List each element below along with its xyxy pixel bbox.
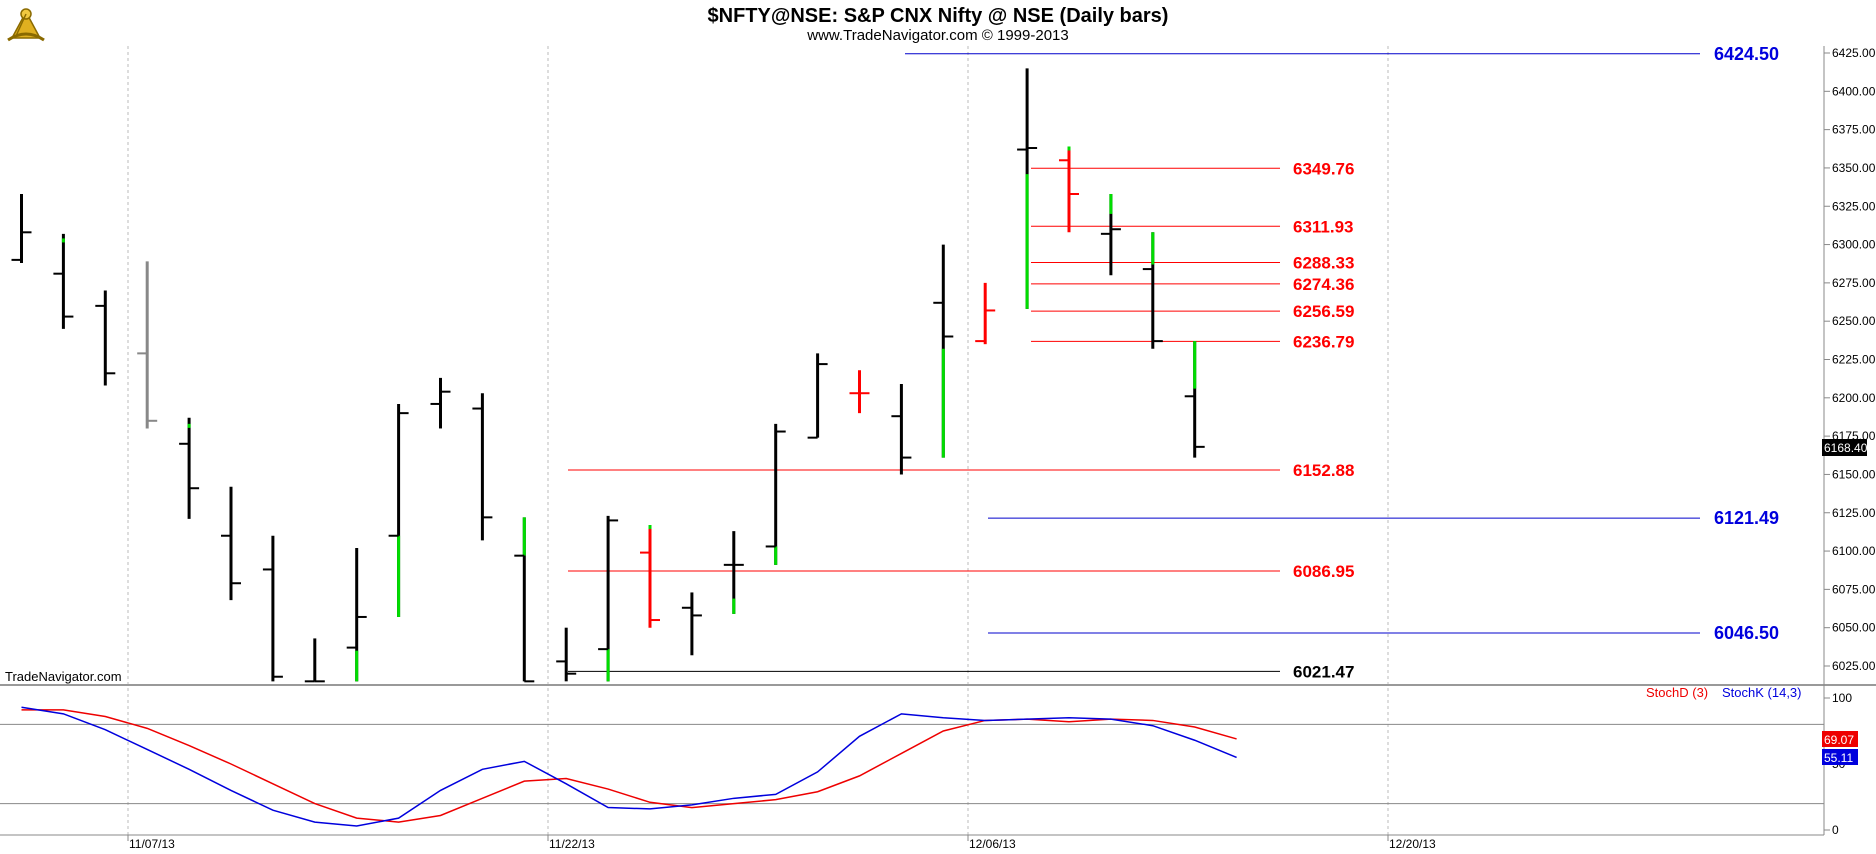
- ohlc-bar: [221, 486, 241, 601]
- level-label: 6349.76: [1293, 159, 1354, 178]
- y-tick-label: 6375.00: [1832, 123, 1876, 137]
- x-axis: 11/07/13 11/22/13 12/06/13 12/20/13: [0, 834, 1824, 851]
- ohlc-bar: [933, 244, 954, 458]
- ohlc-bar: [765, 423, 786, 565]
- level-label: 6086.95: [1293, 562, 1354, 581]
- x-tick-label: 12/20/13: [1389, 837, 1436, 851]
- ohlc-bar: [556, 627, 577, 682]
- level-label: 6256.59: [1293, 302, 1354, 321]
- stoch-d-line: [21, 709, 1237, 823]
- last-price-label: 6168.40: [1824, 441, 1868, 455]
- ohlc-bar: [262, 535, 283, 682]
- price-panel: 6424.50 6349.76 6311.93 6288.33 6274.36 6256.…: [0, 44, 1824, 835]
- ohlc-bar: [640, 525, 660, 628]
- ohlc-bar: [53, 233, 74, 329]
- y-tick-label: 6350.00: [1832, 161, 1876, 175]
- level-label: 6288.33: [1293, 253, 1354, 272]
- level-label: 6424.50: [1714, 44, 1779, 64]
- x-tick-label: 11/22/13: [549, 837, 595, 851]
- stoch-y-tick-label: 0: [1832, 823, 1839, 837]
- level-label: 6152.88: [1293, 461, 1354, 480]
- level-label: 6274.36: [1293, 275, 1354, 294]
- ohlc-bar: [11, 193, 32, 263]
- stoch-y-tick-label: 100: [1832, 691, 1852, 705]
- ohlc-bar: [137, 261, 158, 429]
- ohlc-bar: [1184, 341, 1205, 458]
- logo: [7, 8, 45, 42]
- y-tick-label: 6050.00: [1832, 621, 1876, 635]
- level-label: 6021.47: [1293, 662, 1354, 681]
- x-tick-label: 12/06/13: [969, 837, 1016, 851]
- chart-subtitle: www.TradeNavigator.com © 1999-2013: [806, 27, 1068, 44]
- ohlc-bar: [891, 384, 912, 475]
- y-tick-label: 6100.00: [1832, 544, 1876, 558]
- last-price-badge: 6168.40: [1822, 439, 1868, 456]
- y-tick-label: 6200.00: [1832, 391, 1876, 405]
- stochastic-gridlines: 100500: [0, 691, 1852, 837]
- y-tick-label: 6250.00: [1832, 314, 1876, 328]
- ohlc-bar: [430, 377, 451, 429]
- ohlc-bar: [179, 417, 200, 519]
- stoch-k-last-label: 55.11: [1824, 751, 1853, 765]
- ohlc-bar: [346, 547, 367, 682]
- chart-title: $NFTY@NSE: S&P CNX Nifty @ NSE (Daily ba…: [708, 5, 1169, 27]
- stoch-d-badge: 69.07: [1822, 731, 1858, 747]
- stoch-d-legend: StochD (3): [1646, 685, 1708, 700]
- ohlc-bar: [95, 290, 116, 386]
- y-tick-label: 6025.00: [1832, 659, 1876, 673]
- y-tick-label: 6125.00: [1832, 506, 1876, 520]
- level-label: 6046.50: [1714, 623, 1779, 643]
- x-tick-label: 11/07/13: [129, 837, 175, 851]
- ohlc-bar: [1142, 232, 1163, 349]
- sextant-logo-icon: [7, 8, 45, 42]
- ohlc-bar: [304, 638, 325, 683]
- ohlc-bar: [1100, 193, 1121, 276]
- x-axis-ticks: 11/07/13 11/22/13 12/06/13 12/20/13: [127, 835, 1436, 851]
- support-resistance-levels: 6424.50 6349.76 6311.93 6288.33 6274.36 6256.…: [568, 44, 1779, 681]
- ohlc-bar: [598, 515, 619, 682]
- ohlc-bar: [975, 282, 996, 345]
- ohlc-bar: [1059, 146, 1079, 233]
- stoch-k-line: [21, 706, 1237, 827]
- y-axis-ticks: 6025.00 6050.00 6075.00 6100.00 6125.00 6150.…: [1824, 46, 1876, 673]
- y-tick-label: 6275.00: [1832, 276, 1876, 290]
- y-tick-label: 6075.00: [1832, 582, 1876, 596]
- y-tick-label: 6425.00: [1832, 46, 1876, 60]
- ohlc-bar: [723, 531, 744, 614]
- ohlc-bar: [681, 592, 702, 656]
- level-label: 6121.49: [1714, 508, 1779, 528]
- ohlc-bar: [849, 370, 870, 414]
- y-tick-label: 6225.00: [1832, 353, 1876, 367]
- y-axis: 6025.00 6050.00 6075.00 6100.00 6125.00 6150.…: [1823, 46, 1876, 835]
- stoch-k-legend: StochK (14,3): [1722, 685, 1802, 700]
- stochastic-panel: 100500 StochD (3) StochK (14,3): [0, 685, 1852, 837]
- ohlc-bar: [472, 393, 493, 541]
- level-label: 6311.93: [1293, 217, 1354, 236]
- ohlc-bar: [807, 353, 828, 439]
- stoch-k-badge: 55.11: [1822, 749, 1858, 765]
- y-tick-label: 6300.00: [1832, 238, 1876, 252]
- ohlc-bar: [514, 517, 535, 683]
- y-tick-label: 6150.00: [1832, 467, 1876, 481]
- stoch-d-last-label: 69.07: [1824, 733, 1854, 747]
- ohlc-bar: [1017, 68, 1038, 309]
- y-tick-label: 6400.00: [1832, 84, 1876, 98]
- watermark: TradeNavigator.com: [5, 669, 122, 684]
- level-label: 6236.79: [1293, 332, 1354, 351]
- ohlc-bar: [388, 403, 409, 617]
- y-tick-label: 6325.00: [1832, 199, 1876, 213]
- ohlc-bars: [11, 68, 1205, 683]
